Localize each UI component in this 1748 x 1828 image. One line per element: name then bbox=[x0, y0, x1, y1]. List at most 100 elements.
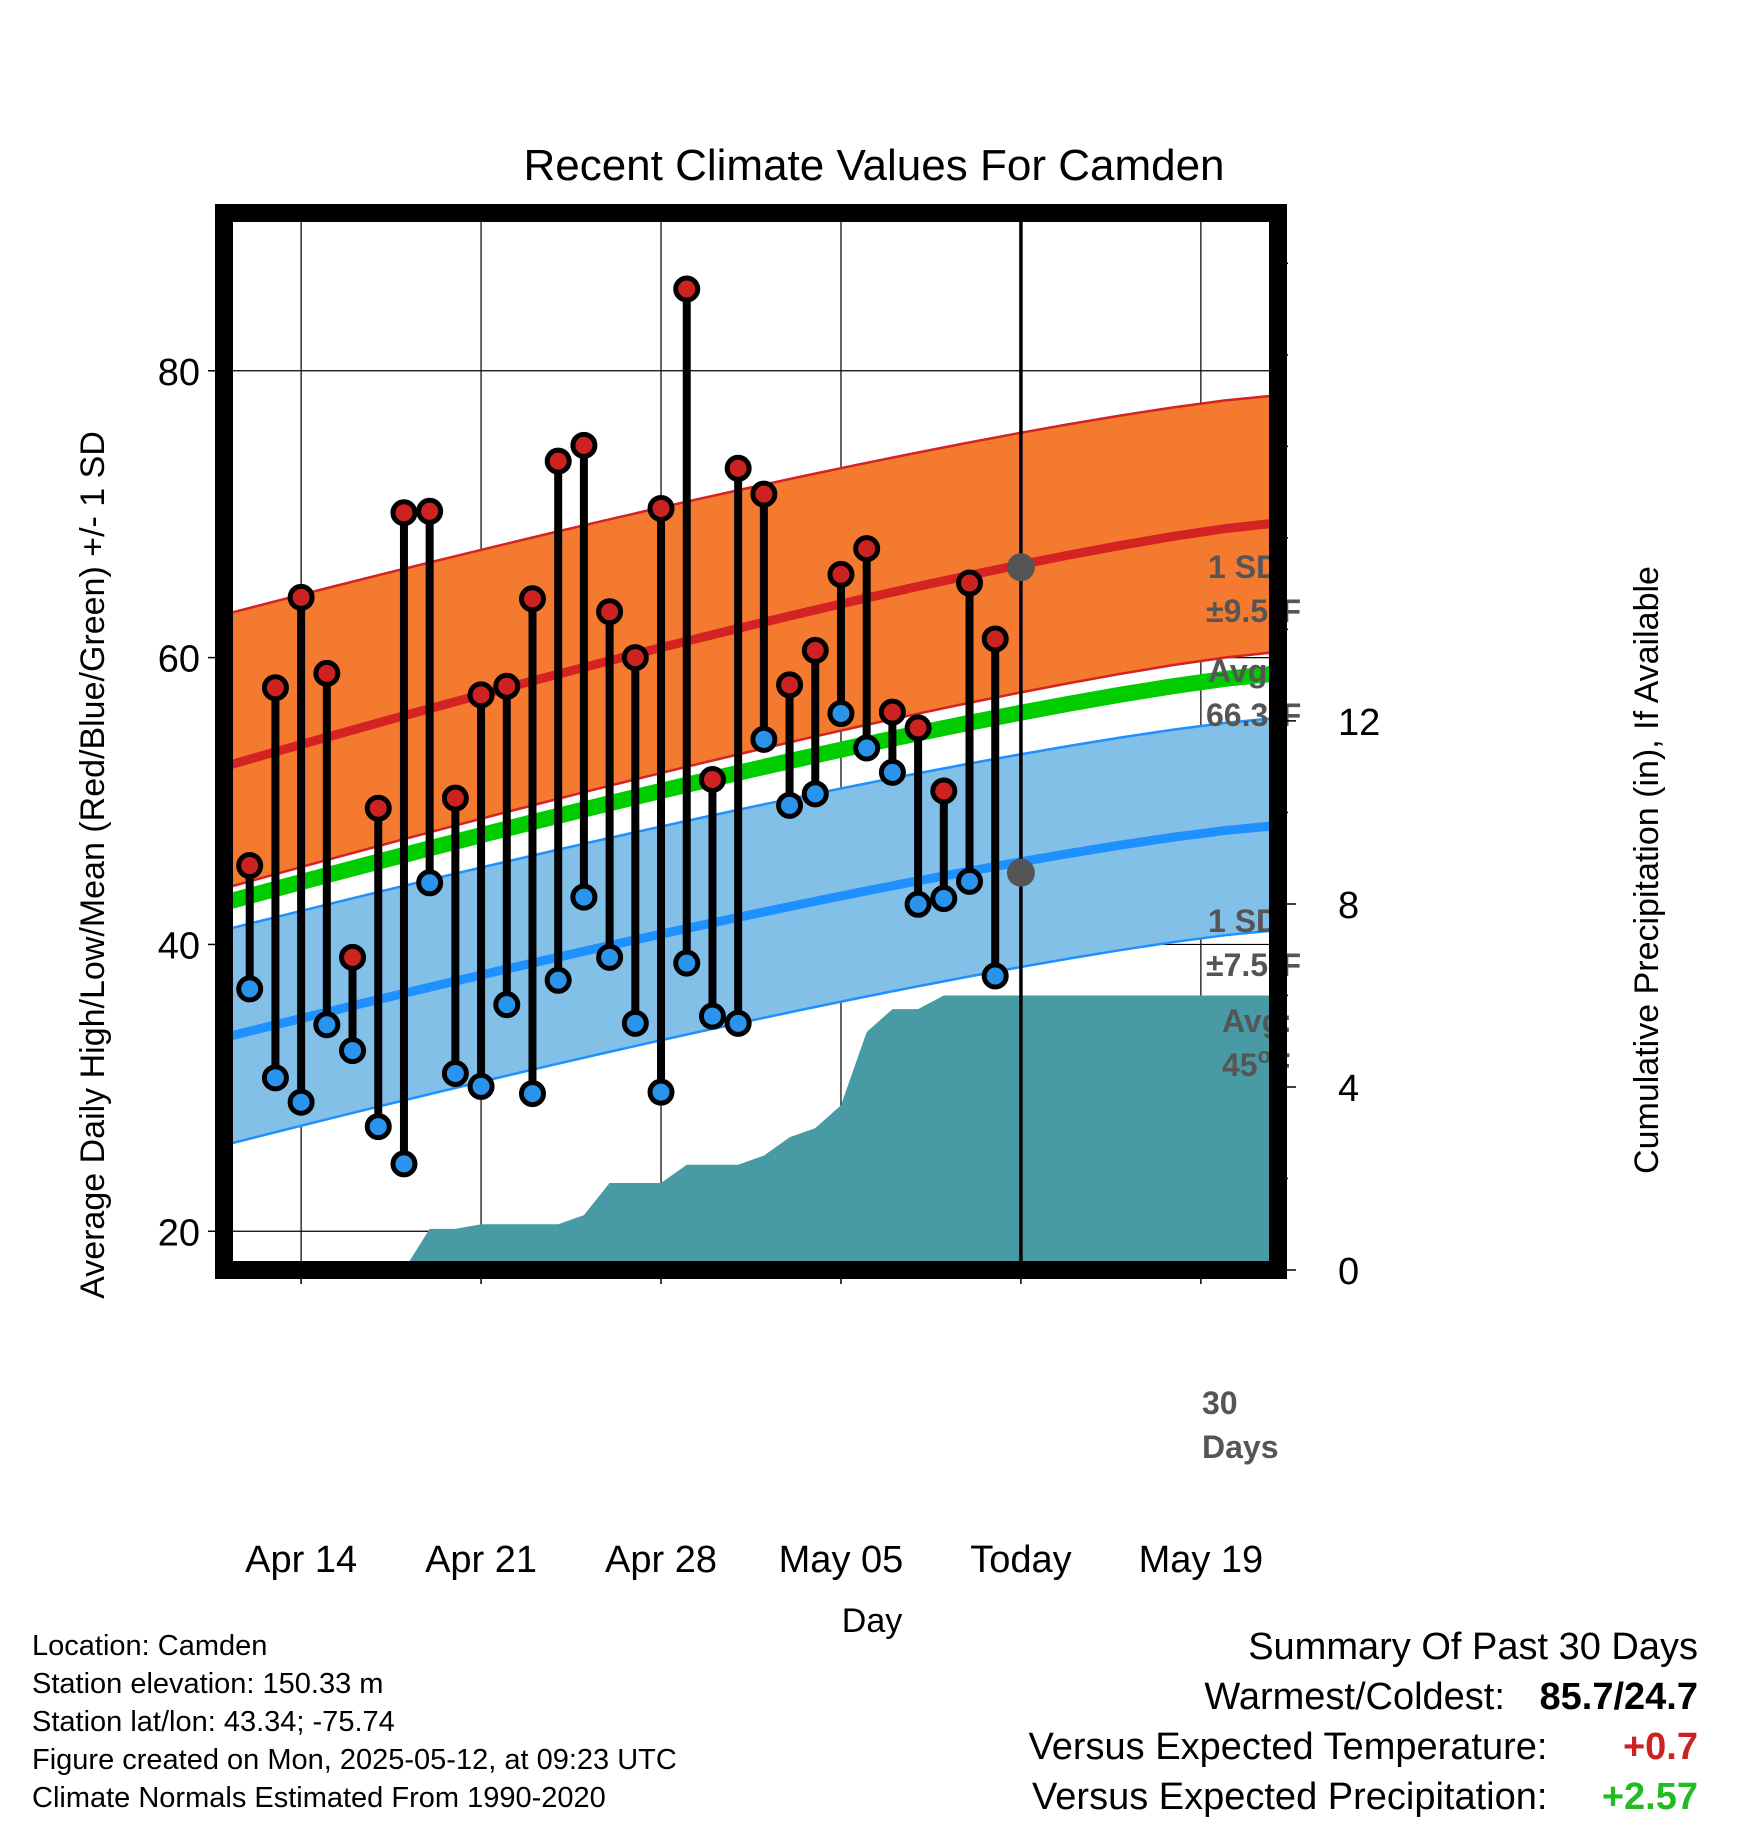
normals-layer bbox=[221, 393, 1279, 1147]
created-text: Figure created on Mon, 2025-05-12, at 09… bbox=[32, 1744, 677, 1776]
summary-title: Summary Of Past 30 Days bbox=[1248, 1626, 1698, 1668]
coldest-value: 24.7 bbox=[1624, 1676, 1698, 1718]
daily-high-point bbox=[853, 535, 881, 563]
daily-low-point bbox=[956, 867, 984, 895]
tick-layer: Apr 14 Apr 21 Apr 28 May 05 Today May 1920406… bbox=[158, 226, 1380, 1581]
daily-high-point bbox=[904, 714, 932, 742]
warm-cold-separator: / bbox=[1613, 1676, 1625, 1718]
today-high-avg-marker bbox=[1006, 553, 1035, 582]
daily-low-point bbox=[313, 1011, 341, 1039]
high-normal-line bbox=[222, 518, 1279, 771]
daily-low-point bbox=[724, 1009, 752, 1037]
daily-low-point bbox=[339, 1037, 367, 1065]
today-low-avg-marker bbox=[1006, 858, 1035, 887]
daily-high-point bbox=[261, 674, 289, 702]
warm-cold-value: 85.7/24.7 bbox=[1540, 1672, 1699, 1722]
x-tick-label: May 05 bbox=[779, 1539, 904, 1581]
today-days-label-text: Days bbox=[1202, 1429, 1279, 1465]
low-sd-band bbox=[224, 717, 1278, 1146]
today-days-label-number: 30 bbox=[1202, 1385, 1238, 1421]
daily-high-point bbox=[518, 585, 546, 613]
daily-low-point bbox=[261, 1064, 289, 1092]
elevation-text: Station elevation: 150.33 m bbox=[32, 1668, 384, 1700]
y-axis-left-label: Average Daily High/Low/Mean (Red/Blue/Gr… bbox=[74, 431, 112, 1299]
daily-low-point bbox=[930, 885, 958, 913]
high-sd-band bbox=[224, 395, 1278, 889]
daily-low-point bbox=[570, 883, 598, 911]
daily-low-point bbox=[647, 1078, 675, 1106]
low-normal-line bbox=[222, 820, 1279, 1043]
daily-low-point bbox=[236, 975, 264, 1003]
y-axis-right-label: Cumulative Precipitation (in), If Availa… bbox=[1628, 566, 1666, 1174]
daily-low-point bbox=[287, 1088, 315, 1116]
latlon-text: Station lat/lon: 43.34; -75.74 bbox=[32, 1706, 395, 1738]
daily-high-point bbox=[287, 583, 315, 611]
temp-anomaly-label: Versus Expected Temperature: bbox=[1028, 1726, 1548, 1768]
daily-high-point bbox=[313, 659, 341, 687]
precip-anomaly-value: +2.57 bbox=[1601, 1776, 1698, 1818]
daily-low-point bbox=[698, 1002, 726, 1030]
daily-low-point bbox=[364, 1113, 392, 1141]
daily-high-point bbox=[544, 447, 572, 475]
daily-high-point bbox=[339, 943, 367, 971]
daily-high-point bbox=[364, 794, 392, 822]
y-right-tick-label: 12 bbox=[1338, 702, 1380, 744]
normals-text: Climate Normals Estimated From 1990-2020 bbox=[32, 1782, 606, 1814]
daily-low-point bbox=[981, 962, 1009, 990]
low-sd-upper-edge bbox=[223, 716, 1279, 932]
daily-high-point bbox=[416, 497, 444, 525]
value-number: 45 bbox=[1222, 1047, 1258, 1083]
x-tick-label: Today bbox=[970, 1539, 1071, 1581]
daily-low-point bbox=[673, 949, 701, 977]
daily-temperature-layer bbox=[236, 275, 1009, 1178]
daily-low-point bbox=[390, 1150, 418, 1178]
daily-low-point bbox=[416, 869, 444, 897]
x-tick-label: Apr 21 bbox=[425, 1539, 537, 1581]
x-tick-label: May 19 bbox=[1139, 1539, 1264, 1581]
daily-high-point bbox=[467, 681, 495, 709]
daily-low-point bbox=[441, 1060, 469, 1088]
daily-high-point bbox=[930, 777, 958, 805]
x-tick-label: Apr 28 bbox=[605, 1539, 717, 1581]
daily-low-point bbox=[878, 758, 906, 786]
daily-low-point bbox=[518, 1080, 546, 1108]
daily-low-point bbox=[776, 791, 804, 819]
daily-high-point bbox=[621, 644, 649, 672]
value-number: ±9.5 bbox=[1206, 593, 1268, 629]
y-left-tick-label: 60 bbox=[158, 639, 200, 681]
y-left-tick-label: 40 bbox=[158, 925, 200, 967]
daily-high-point bbox=[647, 494, 675, 522]
daily-low-point bbox=[596, 943, 624, 971]
daily-high-point bbox=[570, 431, 598, 459]
daily-high-point bbox=[981, 625, 1009, 653]
daily-high-point bbox=[724, 454, 752, 482]
y-right-tick-label: 4 bbox=[1338, 1068, 1359, 1110]
precip-anomaly-row: Versus Expected Precipitation: +2.57 bbox=[1029, 1772, 1698, 1822]
high-sd-lower-edge bbox=[223, 650, 1279, 890]
precip-anomaly-label: Versus Expected Precipitation: bbox=[1032, 1776, 1548, 1818]
daily-low-point bbox=[750, 725, 778, 753]
daily-high-point bbox=[878, 698, 906, 726]
daily-high-point bbox=[236, 852, 264, 880]
daily-high-point bbox=[596, 598, 624, 626]
plot-frame bbox=[215, 204, 1287, 1279]
daily-high-point bbox=[956, 569, 984, 597]
temp-anomaly-value: +0.7 bbox=[1622, 1726, 1698, 1768]
daily-low-point bbox=[904, 890, 932, 918]
daily-low-point bbox=[621, 1009, 649, 1037]
daily-high-point bbox=[673, 275, 701, 303]
warm-cold-row: Warmest/Coldest: 85.7/24.7 bbox=[1029, 1672, 1698, 1722]
daily-high-point bbox=[776, 671, 804, 699]
temp-anomaly-row: Versus Expected Temperature: +0.7 bbox=[1029, 1722, 1698, 1772]
y-right-tick-label: 0 bbox=[1338, 1251, 1359, 1293]
daily-high-point bbox=[493, 672, 521, 700]
summary-panel: Summary Of Past 30 Days Warmest/Coldest:… bbox=[1029, 1622, 1698, 1822]
high-sd-upper-edge bbox=[223, 393, 1279, 616]
daily-low-point bbox=[467, 1072, 495, 1100]
mean-normal-line bbox=[221, 665, 1279, 911]
warm-cold-label: Warmest/Coldest: bbox=[1204, 1676, 1505, 1718]
plot-frame-layer bbox=[215, 204, 1287, 1279]
y-left-tick-label: 80 bbox=[158, 352, 200, 394]
degree-sign: o bbox=[1258, 1043, 1271, 1068]
